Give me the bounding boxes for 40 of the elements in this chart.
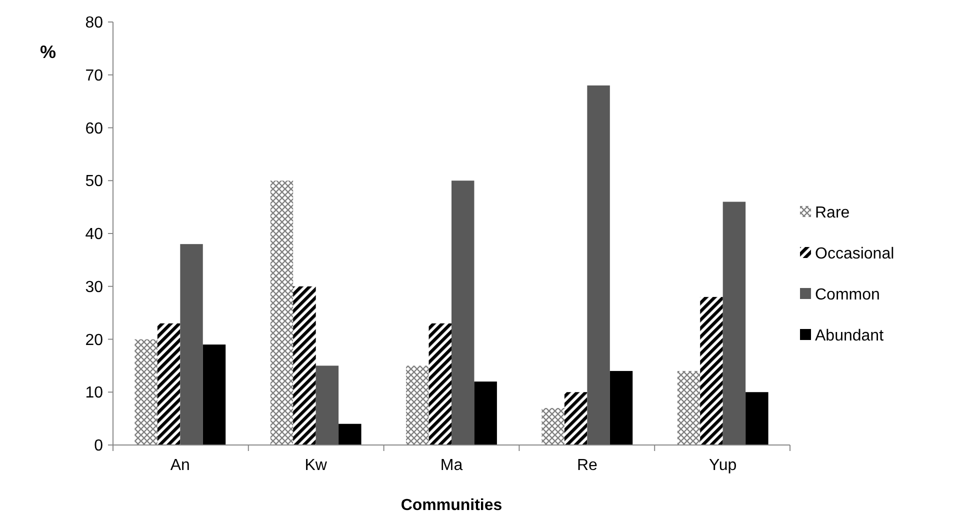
bar bbox=[428, 323, 452, 445]
y-tick-label: 40 bbox=[85, 226, 104, 244]
bar bbox=[610, 370, 633, 445]
y-tick-label: 30 bbox=[85, 278, 104, 296]
y-tick-label: 20 bbox=[85, 332, 104, 349]
bar bbox=[700, 296, 723, 445]
y-tick-label: 50 bbox=[85, 173, 104, 190]
y-tick-label: 60 bbox=[85, 120, 104, 138]
y-axis-title: % bbox=[40, 42, 56, 62]
bar bbox=[134, 339, 158, 445]
bar bbox=[270, 180, 294, 445]
bar bbox=[474, 382, 497, 445]
legend-label: Abundant bbox=[815, 328, 884, 345]
x-tick-label: Re bbox=[576, 457, 598, 474]
bar bbox=[406, 366, 429, 445]
bar bbox=[722, 202, 746, 445]
bar bbox=[202, 344, 226, 445]
x-axis-title: Communities bbox=[400, 497, 502, 514]
bar bbox=[746, 392, 768, 445]
bar bbox=[564, 392, 588, 445]
bar bbox=[677, 370, 700, 445]
legend-label: Occasional bbox=[815, 246, 894, 263]
x-tick-label: Yup bbox=[709, 457, 737, 474]
y-tick-label: 80 bbox=[85, 14, 104, 32]
bar bbox=[293, 286, 316, 445]
bar bbox=[180, 244, 203, 445]
y-tick-label: 70 bbox=[85, 67, 104, 84]
x-tick-label: An bbox=[170, 457, 190, 474]
y-tick-label: 10 bbox=[85, 384, 104, 402]
legend-label: Rare bbox=[815, 204, 850, 222]
y-tick-label: 0 bbox=[94, 438, 104, 455]
bar bbox=[338, 424, 362, 445]
bar bbox=[542, 408, 564, 445]
x-tick-label: Ma bbox=[440, 457, 463, 474]
bar bbox=[316, 366, 339, 445]
bar bbox=[587, 85, 610, 445]
bar bbox=[452, 180, 474, 445]
legend-label: Common bbox=[815, 286, 880, 304]
x-tick-label: Kw bbox=[304, 457, 328, 474]
bar bbox=[157, 323, 180, 445]
